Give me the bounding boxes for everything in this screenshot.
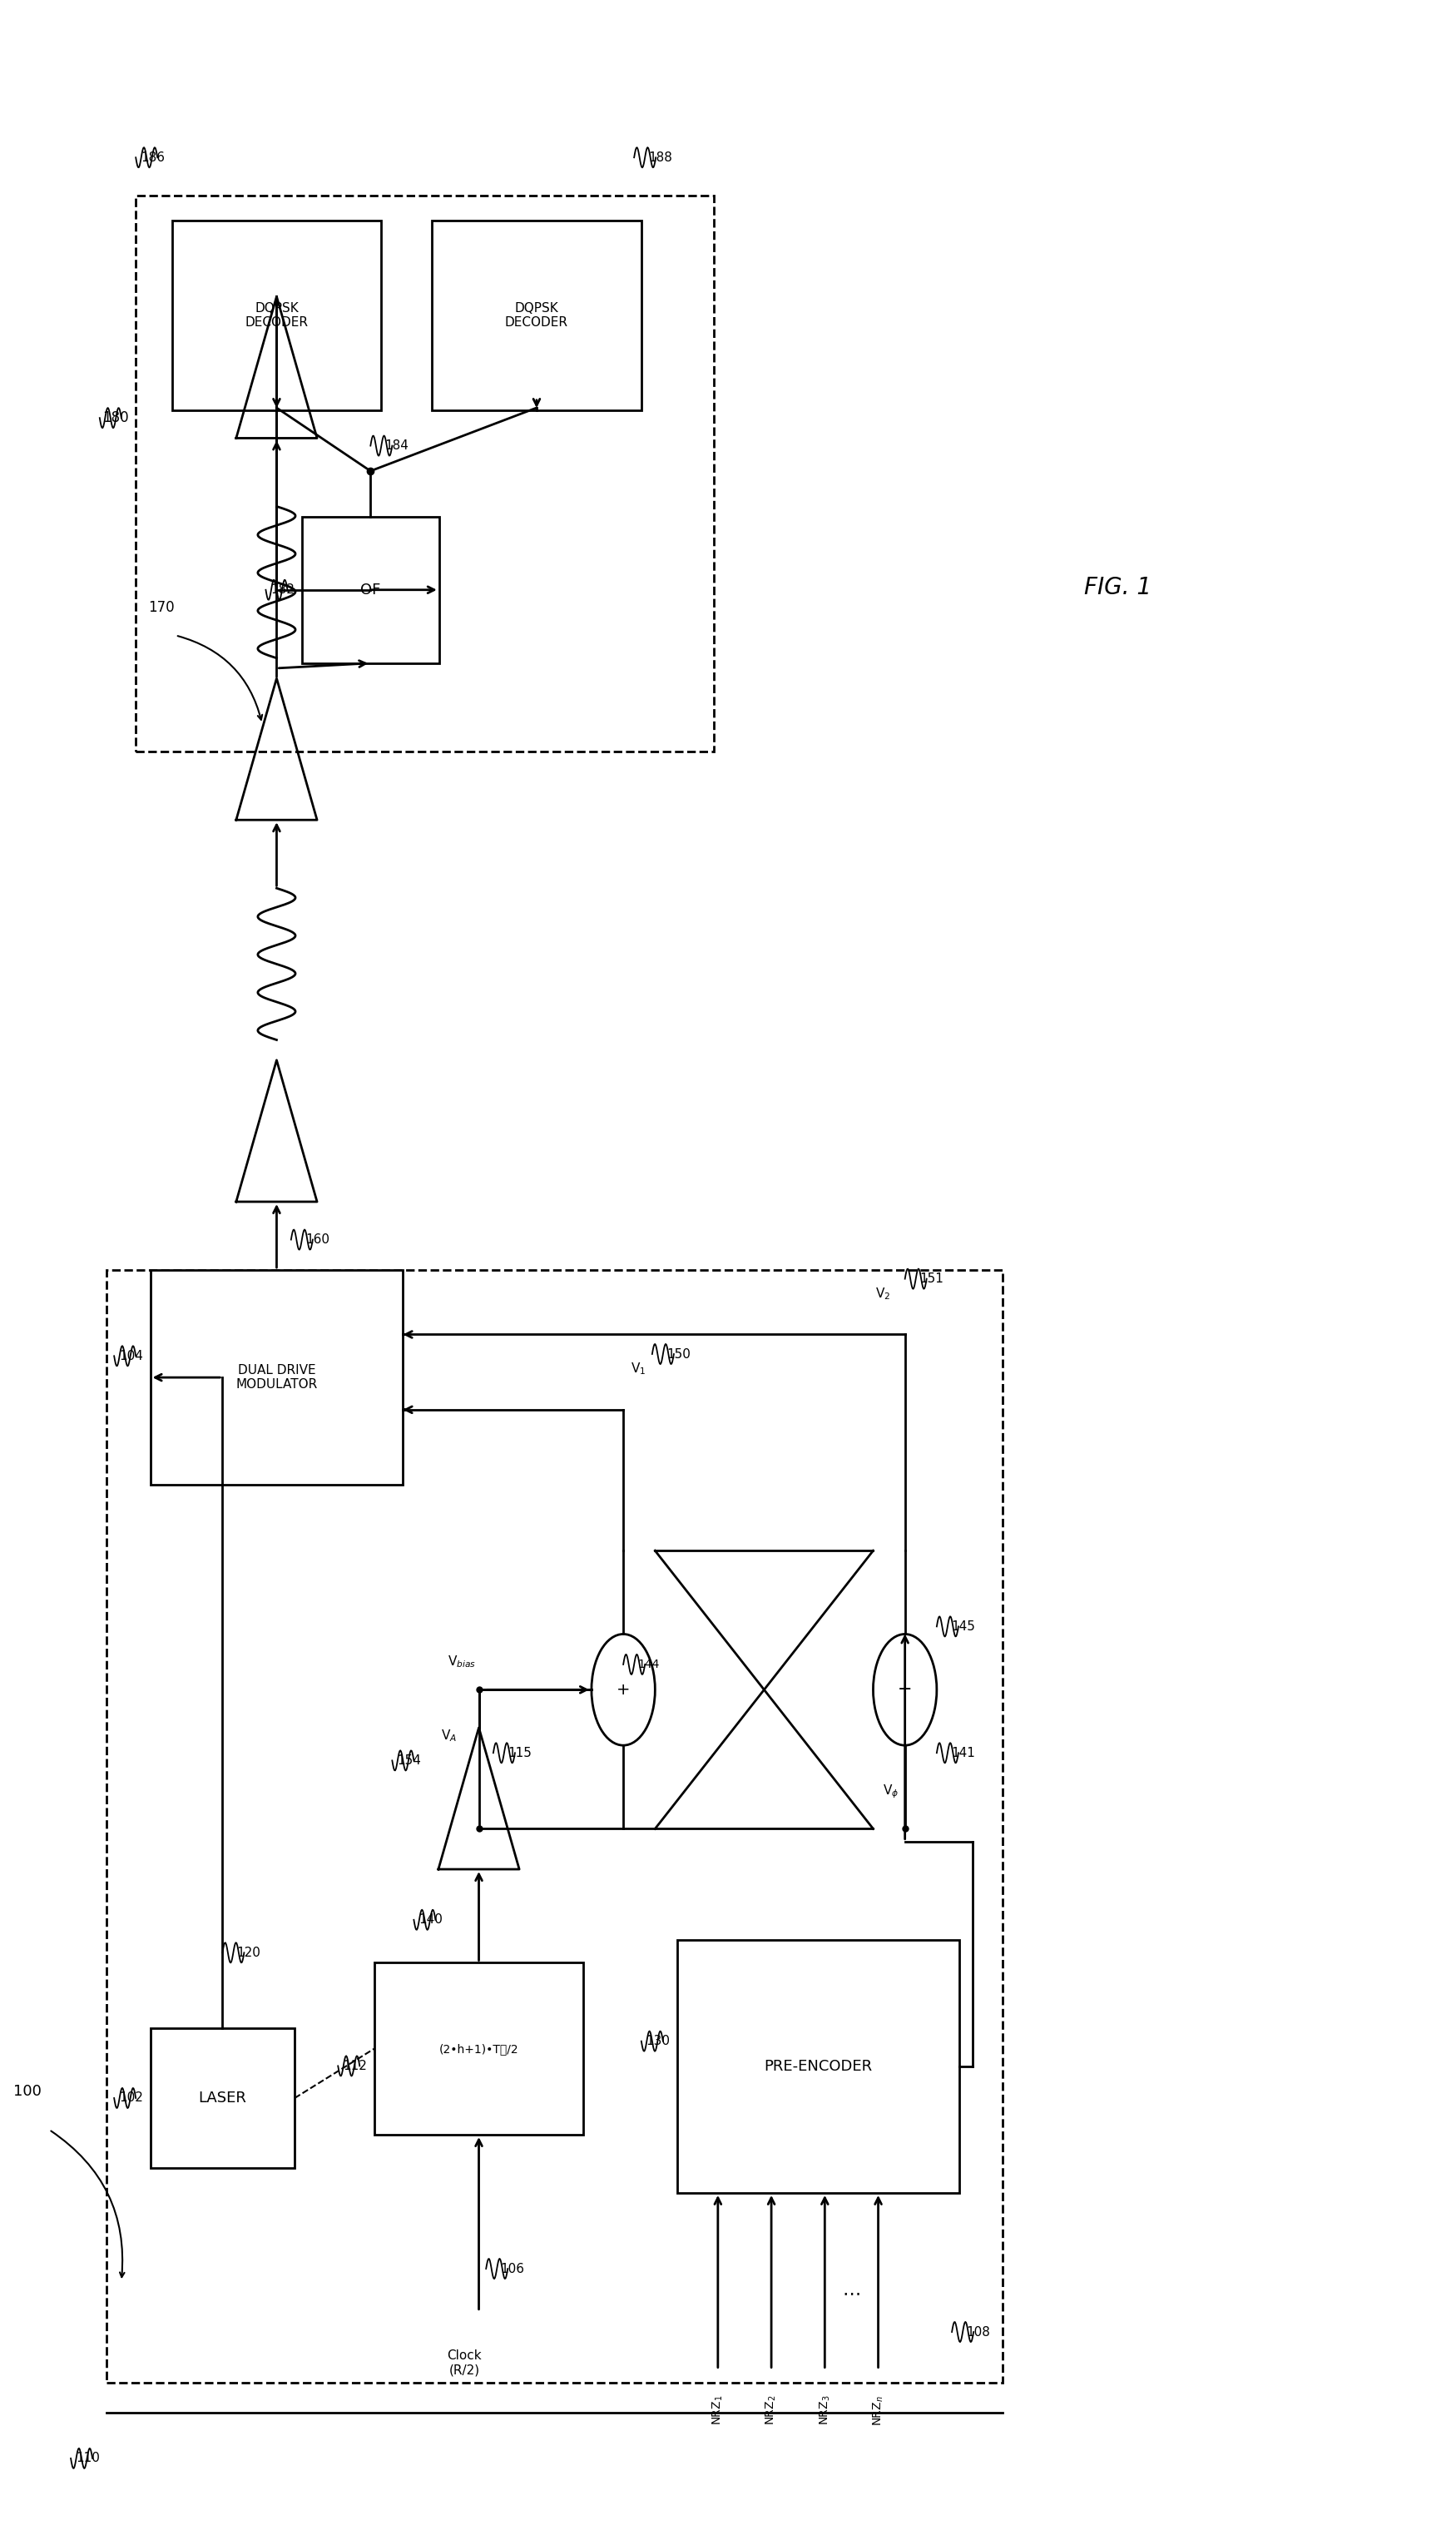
Text: 188: 188 — [648, 152, 673, 163]
Text: V$_1$: V$_1$ — [630, 1361, 645, 1377]
Text: 108: 108 — [967, 2327, 990, 2339]
Text: 154: 154 — [397, 1755, 421, 1768]
Text: NRZ$_1$: NRZ$_1$ — [711, 2395, 725, 2426]
Text: NRZ$_2$: NRZ$_2$ — [764, 2395, 778, 2426]
Text: FIG. 1: FIG. 1 — [1085, 577, 1152, 599]
Text: 160: 160 — [306, 1234, 329, 1247]
Text: V$_A$: V$_A$ — [441, 1727, 457, 1742]
Text: DQPSK
DECODER: DQPSK DECODER — [505, 302, 568, 330]
Text: −: − — [898, 1681, 913, 1699]
FancyBboxPatch shape — [150, 2029, 294, 2167]
Text: 182: 182 — [271, 584, 294, 597]
Text: 141: 141 — [951, 1748, 976, 1760]
FancyBboxPatch shape — [301, 516, 440, 663]
Text: 150: 150 — [667, 1349, 690, 1361]
Text: DUAL DRIVE
MODULATOR: DUAL DRIVE MODULATOR — [236, 1364, 317, 1392]
FancyBboxPatch shape — [432, 221, 641, 411]
Text: +: + — [616, 1681, 630, 1697]
FancyBboxPatch shape — [172, 221, 381, 411]
Text: 104: 104 — [119, 1349, 143, 1361]
Text: OF: OF — [361, 582, 380, 597]
Text: 115: 115 — [508, 1748, 531, 1760]
Text: 180: 180 — [102, 411, 128, 424]
Text: PRE-ENCODER: PRE-ENCODER — [764, 2060, 872, 2075]
Text: 100: 100 — [13, 2085, 42, 2098]
FancyBboxPatch shape — [374, 1963, 584, 2134]
Text: V$_{bias}$: V$_{bias}$ — [447, 1654, 476, 1669]
Text: 140: 140 — [419, 1913, 443, 1925]
Text: 144: 144 — [638, 1659, 660, 1671]
Text: 184: 184 — [384, 439, 409, 452]
Text: 120: 120 — [237, 1946, 261, 1958]
Text: 145: 145 — [951, 1621, 976, 1633]
Text: 130: 130 — [646, 2035, 670, 2047]
FancyBboxPatch shape — [677, 1941, 960, 2192]
Text: LASER: LASER — [198, 2090, 246, 2106]
Text: (2•h+1)•T၂/2: (2•h+1)•T၂/2 — [440, 2042, 518, 2055]
Text: 112: 112 — [342, 2060, 367, 2073]
Text: 186: 186 — [141, 152, 165, 163]
Text: DQPSK
DECODER: DQPSK DECODER — [245, 302, 309, 330]
Text: V$_2$: V$_2$ — [875, 1285, 891, 1300]
Text: Clock
(R/2): Clock (R/2) — [447, 2350, 482, 2377]
Text: NRZ$_3$: NRZ$_3$ — [818, 2395, 831, 2426]
Text: V$_\phi$: V$_\phi$ — [882, 1783, 898, 1801]
Text: 151: 151 — [919, 1273, 943, 1285]
Text: 110: 110 — [76, 2451, 99, 2464]
Text: NRZ$_n$: NRZ$_n$ — [871, 2395, 885, 2426]
FancyBboxPatch shape — [150, 1270, 403, 1486]
Text: 106: 106 — [501, 2263, 524, 2276]
Text: ⋯: ⋯ — [842, 2286, 860, 2301]
Text: 102: 102 — [119, 2093, 143, 2103]
Text: 170: 170 — [149, 599, 175, 615]
